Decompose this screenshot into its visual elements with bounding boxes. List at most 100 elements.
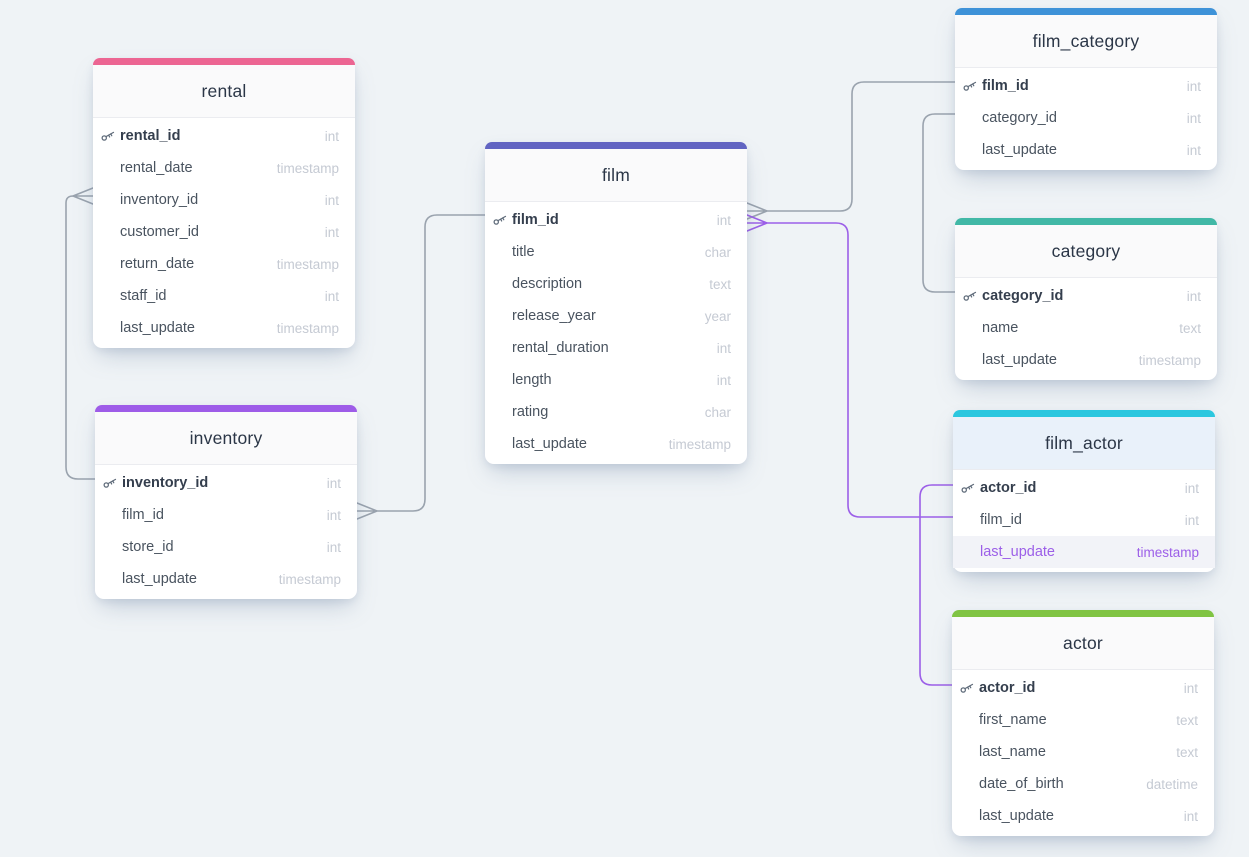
table-header-inventory[interactable]: inventory	[95, 412, 357, 465]
table-header-category[interactable]: category	[955, 225, 1217, 278]
field-list: inventory_id int film_id int store_id int last…	[95, 465, 357, 599]
field-type: timestamp	[278, 571, 341, 587]
table-card-film_category[interactable]: film_category film_id int category_id int las…	[955, 8, 1217, 170]
field-row-category-name[interactable]: name text	[955, 312, 1217, 344]
field-name: rental_date	[120, 160, 193, 176]
field-name: last_name	[979, 744, 1046, 760]
table-card-film_actor[interactable]: film_actor actor_id int film_id int last_upda…	[953, 410, 1215, 572]
field-name: film_id	[982, 78, 1029, 94]
field-name: length	[512, 372, 552, 388]
table-title: inventory	[189, 427, 263, 448]
table-accent-bar	[93, 58, 355, 65]
field-row-film-length[interactable]: length int	[485, 364, 747, 396]
field-name: last_update	[979, 808, 1054, 824]
field-row-film_category-last_update[interactable]: last_update int	[955, 134, 1217, 166]
field-name: rating	[512, 404, 549, 420]
field-name: customer_id	[120, 224, 199, 240]
field-row-film-film_id[interactable]: film_id int	[485, 204, 747, 236]
relationship-line-film-film_actor[interactable]	[746, 214, 954, 518]
field-name: title	[512, 244, 535, 260]
field-name: actor_id	[980, 480, 1037, 496]
table-header-film[interactable]: film	[485, 149, 747, 202]
relationship-line-film_actor-actor[interactable]	[919, 484, 954, 686]
field-row-film-release_year[interactable]: release_year year	[485, 300, 747, 332]
field-name: last_update	[982, 352, 1057, 368]
field-row-actor-date_of_birth[interactable]: date_of_birth datetime	[952, 768, 1214, 800]
field-type: timestamp	[276, 160, 339, 176]
field-row-inventory-film_id[interactable]: film_id int	[95, 499, 357, 531]
field-row-rental-last_update[interactable]: last_update timestamp	[93, 312, 355, 344]
field-type: int	[324, 128, 339, 144]
field-row-category-last_update[interactable]: last_update timestamp	[955, 344, 1217, 376]
table-accent-bar	[953, 410, 1215, 417]
field-name: return_date	[120, 256, 195, 272]
field-type: int	[1186, 288, 1201, 304]
field-type: timestamp	[1136, 544, 1199, 560]
table-card-actor[interactable]: actor actor_id int first_name text last_name t…	[952, 610, 1214, 836]
field-type: int	[324, 192, 339, 208]
relationship-line-rental-inventory[interactable]	[65, 187, 96, 480]
table-title: film_category	[1032, 30, 1140, 51]
table-card-rental[interactable]: rental rental_id int rental_date timestamp in…	[93, 58, 355, 348]
field-list: actor_id int first_name text last_name text da…	[952, 670, 1214, 836]
relationship-line-inventory-film[interactable]	[356, 214, 486, 520]
field-row-film-rental_duration[interactable]: rental_duration int	[485, 332, 747, 364]
field-row-film_actor-actor_id[interactable]: actor_id int	[953, 472, 1215, 504]
field-row-rental-staff_id[interactable]: staff_id int	[93, 280, 355, 312]
relationship-line-film_category-category[interactable]	[922, 113, 956, 293]
field-row-film-description[interactable]: description text	[485, 268, 747, 300]
field-row-inventory-store_id[interactable]: store_id int	[95, 531, 357, 563]
field-row-film-title[interactable]: title char	[485, 236, 747, 268]
table-header-rental[interactable]: rental	[93, 65, 355, 118]
field-name: film_id	[512, 212, 559, 228]
field-name: last_update	[982, 142, 1057, 158]
field-row-film_category-film_id[interactable]: film_id int	[955, 70, 1217, 102]
field-row-actor-last_update[interactable]: last_update int	[952, 800, 1214, 832]
table-title: actor	[1063, 632, 1103, 653]
field-row-actor-actor_id[interactable]: actor_id int	[952, 672, 1214, 704]
field-name: staff_id	[120, 288, 167, 304]
field-row-film-rating[interactable]: rating char	[485, 396, 747, 428]
field-row-rental-inventory_id[interactable]: inventory_id int	[93, 184, 355, 216]
field-row-film_category-category_id[interactable]: category_id int	[955, 102, 1217, 134]
field-type: int	[1184, 512, 1199, 528]
field-row-rental-rental_id[interactable]: rental_id int	[93, 120, 355, 152]
field-type: int	[716, 372, 731, 388]
field-row-film_actor-last_update[interactable]: last_update timestamp	[953, 536, 1215, 568]
field-name: film_id	[122, 507, 164, 523]
table-accent-bar	[95, 405, 357, 412]
primary-key-icon	[963, 289, 978, 304]
table-header-actor[interactable]: actor	[952, 617, 1214, 670]
field-type: timestamp	[276, 320, 339, 336]
table-header-film_category[interactable]: film_category	[955, 15, 1217, 68]
table-card-inventory[interactable]: inventory inventory_id int film_id int store_…	[95, 405, 357, 599]
field-list: film_id int title char description text releas…	[485, 202, 747, 464]
primary-key-icon	[963, 79, 978, 94]
field-type: timestamp	[1138, 352, 1201, 368]
field-name: release_year	[512, 308, 596, 324]
primary-key-icon	[961, 481, 976, 496]
table-card-category[interactable]: category category_id int name text last_updat…	[955, 218, 1217, 380]
table-card-film[interactable]: film film_id int title char description text re…	[485, 142, 747, 464]
table-header-film_actor[interactable]: film_actor	[953, 417, 1215, 470]
relationship-line-film-film_category[interactable]	[746, 81, 956, 220]
table-accent-bar	[952, 610, 1214, 617]
field-row-film-last_update[interactable]: last_update timestamp	[485, 428, 747, 460]
primary-key-icon	[960, 681, 975, 696]
field-type: text	[709, 276, 731, 292]
field-row-rental-return_date[interactable]: return_date timestamp	[93, 248, 355, 280]
field-row-inventory-inventory_id[interactable]: inventory_id int	[95, 467, 357, 499]
field-row-rental-rental_date[interactable]: rental_date timestamp	[93, 152, 355, 184]
field-row-inventory-last_update[interactable]: last_update timestamp	[95, 563, 357, 595]
table-title: rental	[201, 80, 247, 101]
field-row-actor-first_name[interactable]: first_name text	[952, 704, 1214, 736]
field-row-category-category_id[interactable]: category_id int	[955, 280, 1217, 312]
field-list: film_id int category_id int last_update int	[955, 68, 1217, 170]
field-name: last_update	[120, 320, 195, 336]
field-row-rental-customer_id[interactable]: customer_id int	[93, 216, 355, 248]
field-row-film_actor-film_id[interactable]: film_id int	[953, 504, 1215, 536]
table-accent-bar	[955, 8, 1217, 15]
field-type: int	[326, 507, 341, 523]
field-row-actor-last_name[interactable]: last_name text	[952, 736, 1214, 768]
